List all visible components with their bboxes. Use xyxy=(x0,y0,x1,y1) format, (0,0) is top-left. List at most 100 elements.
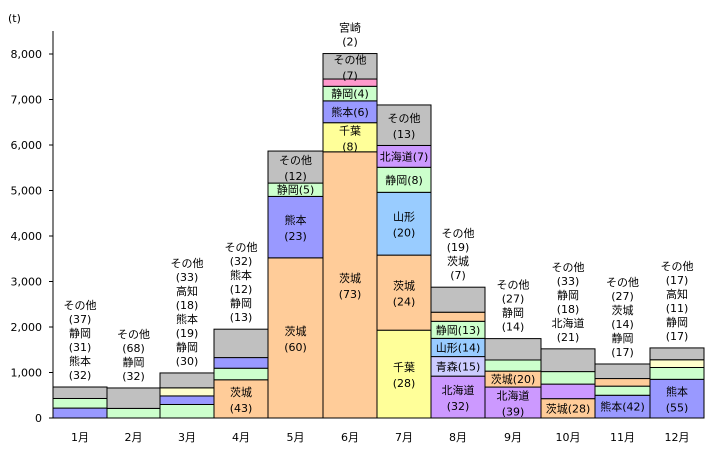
y-tick-label: 1,000 xyxy=(11,367,43,380)
segment-label: 静岡(13) xyxy=(436,323,481,337)
above-label: その他 xyxy=(497,279,530,292)
above-label: 北海道 xyxy=(552,316,585,330)
above-label: 熊本 xyxy=(69,354,91,368)
segment-label: (20) xyxy=(393,227,416,240)
bar-segment xyxy=(649,347,705,361)
bar-segment xyxy=(430,286,486,313)
y-tick-label: 2,000 xyxy=(11,321,43,334)
segment-label: (13) xyxy=(393,128,416,141)
segment-label: 山形(14) xyxy=(436,341,481,354)
segment-label: 熊本 xyxy=(666,385,688,399)
segment-label: (60) xyxy=(284,341,307,354)
segment-label: 茨城(28) xyxy=(546,401,591,415)
bar-segment xyxy=(484,338,542,361)
bar-segment xyxy=(484,359,542,372)
bar-segment xyxy=(430,311,486,322)
segment-label: 茨城 xyxy=(285,324,307,338)
x-tick-label: 6月 xyxy=(341,431,359,444)
bar-segment xyxy=(322,151,378,419)
above-label: その他 xyxy=(64,299,97,312)
x-tick-label: 1月 xyxy=(71,431,89,444)
above-label: (17) xyxy=(666,274,689,287)
y-tick-label: 5,000 xyxy=(11,185,43,198)
bar-segment xyxy=(213,328,269,359)
segment-label: 北海道(7) xyxy=(380,149,429,163)
segment-label: 茨城 xyxy=(339,271,361,285)
segment-label: 北海道 xyxy=(497,389,530,403)
segment-label: 静岡(8) xyxy=(385,173,423,187)
above-label: 茨城 xyxy=(612,303,634,317)
x-tick-label: 11月 xyxy=(610,431,635,444)
above-label: (27) xyxy=(611,290,634,303)
above-label: (19) xyxy=(176,327,199,340)
above-label: (18) xyxy=(176,299,199,312)
above-label: (68) xyxy=(122,342,145,355)
bar-segment xyxy=(267,257,324,419)
y-tick-label: 8,000 xyxy=(11,48,43,61)
above-label: (2) xyxy=(342,36,358,49)
y-tick-label: 4,000 xyxy=(11,230,43,243)
above-label: (17) xyxy=(666,330,689,343)
above-label: (33) xyxy=(176,271,199,284)
y-tick-label: 6,000 xyxy=(11,139,43,152)
bar-segment xyxy=(594,385,651,396)
x-tick-label: 5月 xyxy=(287,431,305,444)
segment-label: (55) xyxy=(666,402,689,415)
segment-label: (23) xyxy=(284,230,307,243)
segment-label: その他 xyxy=(388,112,421,125)
bar-segment xyxy=(540,371,596,385)
above-label: (27) xyxy=(502,293,525,306)
bar-segment xyxy=(540,348,596,373)
bar-segment xyxy=(322,122,378,153)
segment-label: (12) xyxy=(284,170,307,183)
y-tick-label: 7,000 xyxy=(11,94,43,107)
segment-label: 茨城(20) xyxy=(491,372,536,386)
bar-segment xyxy=(376,166,432,193)
bar-segment xyxy=(159,395,215,405)
above-label: 静岡 xyxy=(557,288,579,302)
segment-label: (24) xyxy=(393,296,416,309)
above-label: 高知 xyxy=(176,284,198,298)
above-label: (17) xyxy=(611,346,634,359)
segment-label: (7) xyxy=(342,69,358,82)
bar-segment xyxy=(52,407,108,419)
bar-segment xyxy=(376,104,432,146)
above-label: 静岡 xyxy=(69,326,91,340)
segment-label: その他 xyxy=(334,53,367,66)
above-label: (12) xyxy=(230,283,253,296)
segment-label: 山形 xyxy=(393,211,415,224)
segment-label: 熊本(6) xyxy=(331,105,369,119)
segment-label: (28) xyxy=(393,377,416,390)
segment-label: 千葉 xyxy=(393,360,415,374)
above-label: (14) xyxy=(502,321,525,334)
segment-label: (8) xyxy=(342,140,358,153)
bar-segment xyxy=(106,407,161,419)
above-label: (13) xyxy=(230,311,253,324)
above-label: (32) xyxy=(122,370,145,383)
segment-label: 茨城 xyxy=(393,279,415,293)
above-label: (37) xyxy=(69,313,92,326)
x-tick-label: 7月 xyxy=(395,431,413,444)
segment-label: (39) xyxy=(502,406,525,419)
y-tick-label: 3,000 xyxy=(11,276,43,289)
above-label: 静岡 xyxy=(123,355,145,369)
x-tick-label: 3月 xyxy=(178,431,196,444)
above-label: 静岡 xyxy=(612,331,634,345)
y-tick-label: 0 xyxy=(35,412,42,425)
above-label: 高知 xyxy=(666,287,688,301)
y-axis-unit: (t) xyxy=(8,12,21,25)
above-label: 熊本 xyxy=(176,312,198,326)
above-label: 茨城 xyxy=(447,254,469,268)
bar-segment xyxy=(376,329,432,419)
segment-label: 熊本 xyxy=(285,213,307,227)
segment-label: その他 xyxy=(279,154,312,167)
above-label: その他 xyxy=(171,257,204,270)
segment-label: (43) xyxy=(230,402,253,415)
x-tick-label: 2月 xyxy=(125,431,143,444)
above-label: (7) xyxy=(450,269,466,282)
bar-segment xyxy=(106,387,161,409)
bar-segment xyxy=(52,386,108,399)
above-label: 静岡 xyxy=(230,296,252,310)
